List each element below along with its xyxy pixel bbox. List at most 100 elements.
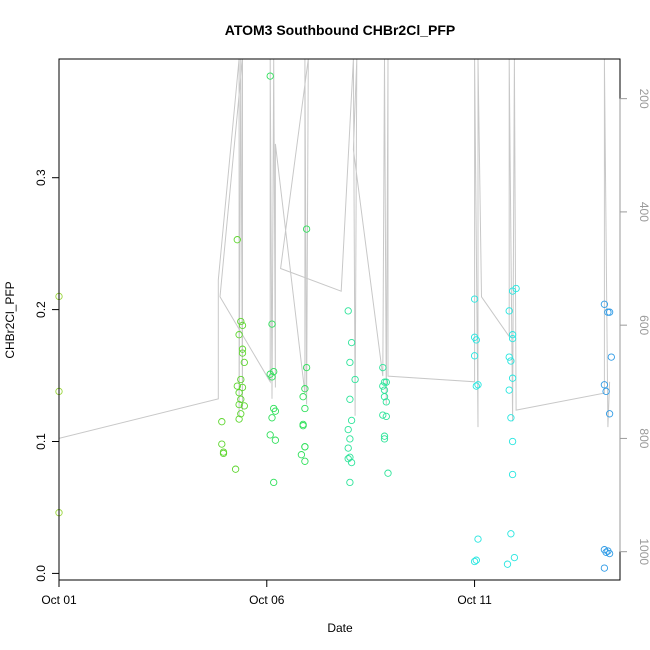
data-point <box>237 375 245 384</box>
data-point <box>235 389 243 397</box>
data-point <box>344 307 352 315</box>
data-point <box>512 284 520 293</box>
data-point <box>237 395 245 403</box>
data-point <box>268 320 276 328</box>
y-tick-label: 0.3 <box>34 169 48 186</box>
data-point <box>505 307 513 315</box>
data-point <box>237 410 245 418</box>
right-axis-line <box>58 58 611 440</box>
data-point <box>235 415 243 423</box>
data-point <box>510 553 519 562</box>
data-point <box>507 530 515 538</box>
data-point <box>470 295 479 303</box>
data-point <box>235 331 243 339</box>
data-point <box>474 535 482 543</box>
data-point <box>299 393 307 401</box>
data-point <box>346 453 354 461</box>
data-point <box>600 300 609 308</box>
data-point <box>472 382 480 390</box>
data-point <box>508 331 517 339</box>
data-point <box>605 549 614 558</box>
data-point <box>235 400 243 409</box>
data-point <box>505 353 513 361</box>
data-point <box>301 457 309 465</box>
data-point <box>238 383 247 392</box>
data-point <box>347 458 356 467</box>
data-point <box>507 357 515 365</box>
data-point <box>302 363 311 372</box>
data-point <box>380 378 389 386</box>
data-point <box>218 440 226 448</box>
data-point <box>346 478 354 487</box>
data-point <box>297 451 306 459</box>
data-point <box>240 358 248 367</box>
data-point <box>270 478 278 487</box>
data-point <box>507 414 515 422</box>
data-point <box>472 556 480 564</box>
data-point <box>271 407 280 415</box>
data-point <box>384 469 392 477</box>
data-point <box>508 374 517 382</box>
y-axis-label: CHBr2Cl_PFP <box>3 281 17 358</box>
data-point <box>237 317 245 326</box>
data-point <box>346 358 354 367</box>
data-point <box>605 308 614 316</box>
data-point <box>347 416 356 425</box>
data-point <box>600 381 609 389</box>
data-point <box>344 425 352 434</box>
data-point <box>344 455 352 463</box>
data-point <box>379 382 387 390</box>
data-point <box>301 385 309 393</box>
data-point <box>302 225 311 233</box>
data-point <box>600 564 609 572</box>
data-point <box>240 402 248 410</box>
data-point <box>508 470 517 479</box>
data-point <box>218 418 226 426</box>
data-point <box>602 387 610 396</box>
data-point <box>380 393 389 401</box>
data-point <box>472 336 480 344</box>
data-point <box>301 404 309 413</box>
right-tick-label: 400 <box>637 202 650 222</box>
data-point <box>508 437 517 446</box>
data-point <box>379 363 387 372</box>
data-point <box>219 448 228 456</box>
x-tick-label: Oct 11 <box>457 593 492 607</box>
data-point <box>233 236 241 244</box>
y-axis: 0.0 0.1 0.2 0.3 <box>34 169 60 582</box>
x-tick-label: Oct 06 <box>249 593 285 607</box>
x-axis-label: Date <box>327 621 353 635</box>
right-tick-label: 1000 <box>637 538 650 565</box>
right-tick-label: 600 <box>637 315 650 335</box>
y-tick-label: 0.0 <box>34 565 48 582</box>
data-point <box>271 436 280 444</box>
data-point <box>380 435 389 443</box>
pressure-line <box>58 58 611 440</box>
data-point <box>503 560 512 568</box>
right-tick-label: 200 <box>637 89 650 109</box>
data-point <box>380 432 389 440</box>
data-point <box>346 395 354 403</box>
data-point <box>605 410 614 418</box>
data-point <box>379 411 387 419</box>
data-point <box>266 72 274 80</box>
data-point <box>382 398 390 406</box>
data-point <box>268 414 276 422</box>
x-tick-label: Oct 01 <box>41 593 77 607</box>
data-point <box>505 386 513 394</box>
y-tick-label: 0.2 <box>34 301 48 318</box>
data-point <box>268 373 276 381</box>
data-point <box>351 375 359 384</box>
data-point <box>238 349 247 357</box>
data-point <box>238 345 247 353</box>
data-point <box>474 381 482 389</box>
data-point <box>508 334 517 343</box>
right-tick-label: 800 <box>637 428 650 448</box>
x-axis: Oct 01 Oct 06 Oct 11 <box>41 579 492 607</box>
data-point <box>299 422 307 430</box>
plot-frame <box>58 58 621 581</box>
data-point <box>266 431 274 439</box>
right-axis: 200 400 600 800 1000 <box>619 89 650 565</box>
data-point <box>602 548 610 556</box>
